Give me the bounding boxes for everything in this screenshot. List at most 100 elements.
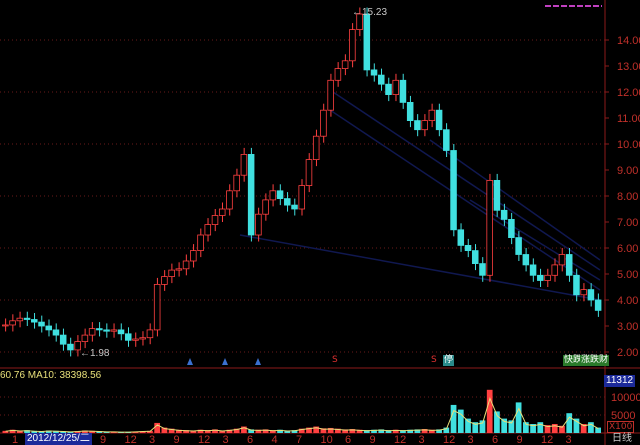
x-tick-label: 6 — [345, 434, 351, 445]
volume-bar — [2, 430, 9, 433]
volume-bar — [255, 429, 262, 433]
period-label[interactable]: 日线 — [612, 433, 632, 444]
low-price-label: ←1.98 — [80, 348, 110, 359]
price-tick-label: 3.00 — [617, 321, 638, 333]
candle — [471, 250, 479, 265]
volume-bar — [588, 422, 594, 433]
x-tick-label: 12 — [394, 434, 406, 445]
candle — [399, 79, 407, 103]
candle — [522, 254, 530, 266]
candle — [168, 269, 175, 278]
volume-bar — [371, 429, 377, 433]
trend-line — [429, 139, 601, 261]
candle — [59, 334, 67, 345]
candle — [45, 325, 53, 331]
candle — [406, 102, 414, 122]
candle — [450, 150, 457, 231]
candle — [334, 68, 342, 81]
volume-bar — [320, 428, 327, 433]
candle — [291, 204, 298, 210]
volume-bar — [566, 413, 573, 433]
candle — [551, 264, 559, 276]
event-marker-halt[interactable]: 停 — [443, 355, 455, 366]
volume-tick-label: 10000 — [611, 392, 640, 404]
x-tick-label: 9 — [174, 434, 180, 445]
volume-bar — [175, 429, 182, 433]
candle — [327, 79, 334, 111]
volume-bar — [421, 429, 428, 433]
volume-bar — [82, 430, 88, 433]
candle — [226, 190, 233, 210]
volume-bar — [38, 431, 45, 433]
volume-bar — [183, 430, 189, 433]
candle — [378, 74, 385, 85]
candle — [117, 329, 125, 335]
candles — [2, 7, 602, 357]
trend-line — [239, 234, 601, 301]
volume-bar — [60, 431, 67, 433]
info-marker-icon — [187, 358, 193, 365]
price-tick-label: 14.00 — [617, 35, 640, 47]
candle — [435, 109, 443, 131]
volume-bar — [31, 430, 38, 433]
candle — [298, 185, 306, 210]
event-marker-s[interactable]: S — [431, 355, 437, 365]
volume-bar — [212, 429, 218, 433]
volume-bar — [508, 420, 515, 433]
x-tick-label: 12 — [443, 434, 455, 445]
right-tag[interactable]: 涨跌财 — [580, 355, 610, 366]
volume-bar — [356, 429, 363, 433]
volume-bar — [573, 418, 580, 433]
volume-bar — [385, 430, 392, 433]
candle — [81, 334, 89, 343]
volume-bar — [190, 430, 197, 433]
price-tick-label: 12.00 — [617, 87, 640, 99]
candle — [392, 79, 399, 96]
candle — [457, 229, 465, 246]
candle — [269, 190, 277, 201]
volume-bar — [147, 430, 153, 433]
x-tick-label: 3 — [149, 434, 155, 445]
volume-bar — [479, 420, 486, 433]
volume-bar — [392, 429, 399, 433]
candle — [139, 337, 146, 340]
x-tick-label: 12 — [198, 434, 210, 445]
candle — [587, 289, 595, 301]
event-marker-s[interactable]: S — [332, 355, 338, 365]
candle — [110, 329, 118, 332]
x-tick-label: 9 — [517, 434, 523, 445]
x-tick-label: 3 — [419, 434, 425, 445]
volume-bar — [363, 430, 370, 433]
volume-tick-label: 5000 — [611, 410, 635, 422]
volume-bar — [262, 429, 269, 433]
volume-bar — [465, 418, 471, 433]
x-tick-label: 7 — [296, 434, 302, 445]
candle — [247, 153, 255, 236]
volume-bar — [313, 426, 320, 433]
x-tick-label: 6 — [247, 434, 253, 445]
price-tick-label: 9.00 — [617, 165, 638, 177]
candle — [443, 129, 450, 151]
volume-bar — [443, 427, 450, 433]
candle — [341, 60, 349, 69]
price-tick-label: 7.00 — [617, 217, 638, 229]
candle — [103, 329, 110, 332]
candle — [161, 276, 168, 285]
candle — [486, 179, 493, 276]
candle — [370, 69, 378, 76]
ma-readout: 60.76 MA10: 38398.56 — [0, 370, 102, 381]
right-tag[interactable]: 快跌 — [563, 355, 584, 366]
price-tick-label: 8.00 — [617, 191, 638, 203]
candle — [9, 320, 16, 326]
volume-bar — [400, 430, 406, 433]
candle — [464, 244, 472, 251]
candle — [594, 299, 602, 311]
candle — [88, 328, 96, 336]
volume-bar — [219, 430, 226, 433]
candle — [31, 319, 38, 323]
candle — [23, 317, 31, 320]
x-tick-label: 6 — [492, 434, 498, 445]
volume-bar — [204, 430, 211, 433]
candle — [218, 208, 226, 216]
